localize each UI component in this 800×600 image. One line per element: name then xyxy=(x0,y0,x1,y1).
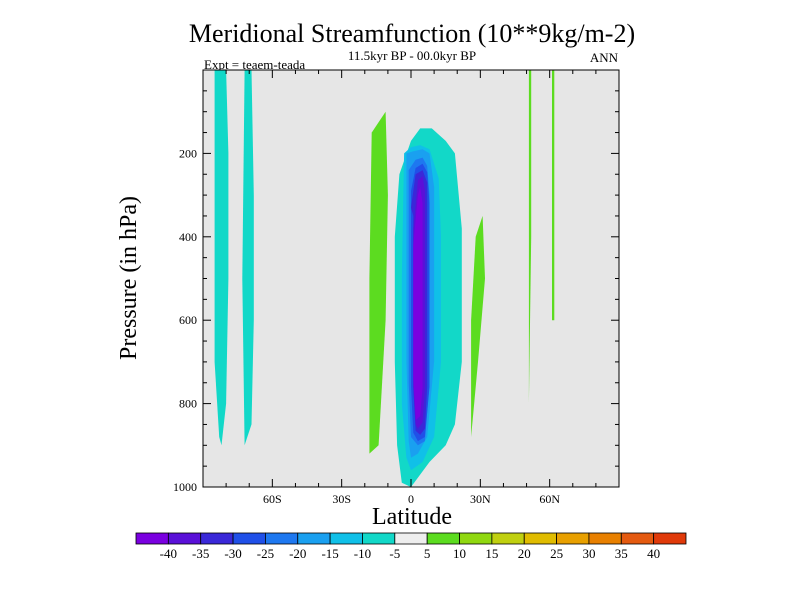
colorbar-label: 15 xyxy=(485,546,498,561)
colorbar-swatch xyxy=(329,532,363,545)
contour-region-0-level--5 xyxy=(214,70,229,446)
contour-region-4-level-5 xyxy=(528,70,532,404)
chart-subtitle: 11.5kyr BP - 00.0kyr BP xyxy=(348,48,476,63)
colorbar-label: -30 xyxy=(224,546,241,561)
colorbar-label: 40 xyxy=(647,546,660,561)
colorbar: -40 -35 -30 -25 -20 -15 -10 -5 5 10 15 20 25 30 35 40 xyxy=(135,532,687,561)
x-axis-label: Latitude xyxy=(372,504,452,530)
colorbar-swatch xyxy=(653,532,687,545)
colorbar-swatch xyxy=(394,532,428,545)
colorbar-label: -20 xyxy=(289,546,306,561)
colorbar-label: -40 xyxy=(160,546,177,561)
y-tick-label: 1000 xyxy=(173,480,197,494)
x-tick-label: 30N xyxy=(470,492,491,506)
season-label: ANN xyxy=(590,50,619,65)
colorbar-label: -5 xyxy=(389,546,400,561)
colorbar-label: 35 xyxy=(615,546,628,561)
contour-region-2-level-5 xyxy=(369,111,388,454)
contour-region-13-level--40 xyxy=(413,186,423,421)
contour-region-5-level-5 xyxy=(552,70,555,321)
colorbar-swatch xyxy=(297,532,331,545)
x-tick-label: 30S xyxy=(332,492,351,506)
colorbar-swatch xyxy=(459,532,493,545)
axis-ticks: 60S 30S 0 30N 60N 200 400 600 800 1000 xyxy=(173,70,619,506)
colorbar-swatch xyxy=(588,532,622,545)
y-axis-label: Pressure (in hPa) xyxy=(116,196,142,360)
chart-title: Meridional Streamfunction (10**9kg/m-2) xyxy=(189,19,635,48)
colorbar-swatch xyxy=(200,532,234,545)
colorbar-swatch xyxy=(620,532,655,545)
colorbar-swatch xyxy=(265,532,299,545)
y-tick-label: 800 xyxy=(179,397,197,411)
plot-area-frame xyxy=(202,69,620,488)
contour-region-1-level--5 xyxy=(242,70,254,446)
y-tick-label: 400 xyxy=(179,230,197,244)
colorbar-label: 10 xyxy=(453,546,466,561)
x-tick-label: 60N xyxy=(539,492,560,506)
colorbar-label: -10 xyxy=(354,546,371,561)
y-tick-label: 600 xyxy=(179,313,197,327)
x-tick-label: 60S xyxy=(263,492,282,506)
colorbar-label: 5 xyxy=(424,546,431,561)
colorbar-swatch xyxy=(426,532,460,545)
y-tick-label: 200 xyxy=(179,146,197,160)
x-tick-label: 0 xyxy=(408,492,414,506)
colorbar-label: 30 xyxy=(582,546,595,561)
colorbar-label: -25 xyxy=(257,546,274,561)
colorbar-swatch xyxy=(232,532,266,545)
colorbar-swatch xyxy=(556,532,590,545)
colorbar-swatch xyxy=(135,532,169,545)
colorbar-swatch xyxy=(491,532,525,545)
colorbar-label: -15 xyxy=(321,546,338,561)
colorbar-label: -35 xyxy=(192,546,209,561)
experiment-label: Expt = teaem-teada xyxy=(204,57,305,72)
contour-layer xyxy=(214,70,555,487)
colorbar-swatch xyxy=(167,532,202,545)
colorbar-label: 20 xyxy=(518,546,531,561)
colorbar-label: 25 xyxy=(550,546,563,561)
colorbar-swatch xyxy=(523,532,557,545)
colorbar-swatch xyxy=(362,532,396,545)
contour-region-3-level-5 xyxy=(471,215,485,437)
